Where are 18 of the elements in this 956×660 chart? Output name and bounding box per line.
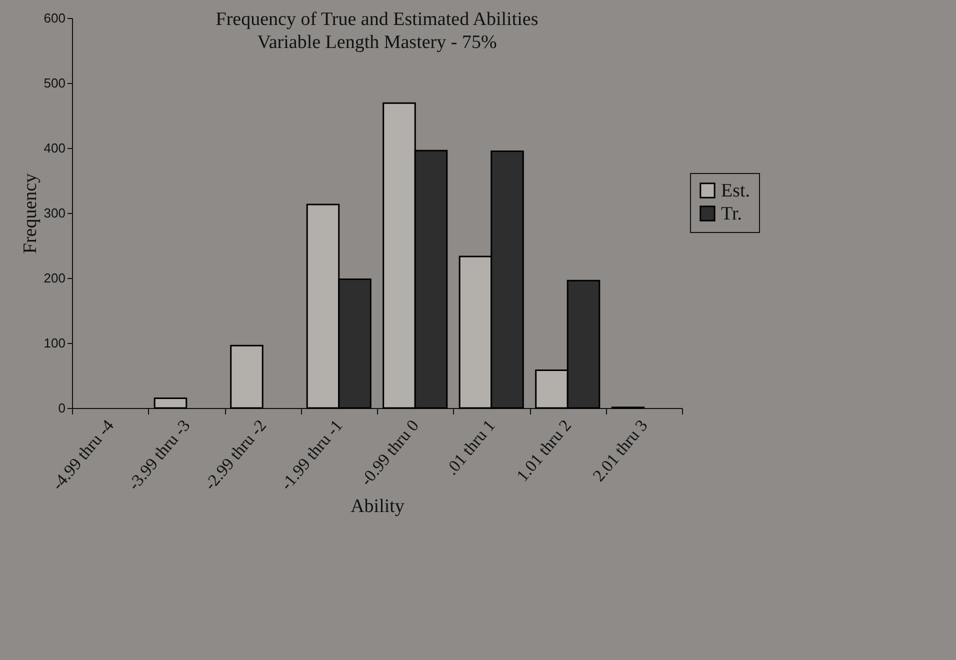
x-tick-label: 1.01 thru 2 — [512, 416, 576, 486]
text: Variable Length Mastery - 75% — [257, 32, 497, 53]
x-tick-label: .01 thru 1 — [442, 416, 499, 479]
x-axis-title: Ability — [350, 496, 405, 518]
y-tick-label: 0 — [58, 400, 66, 416]
bar — [230, 344, 264, 409]
y-axis-title: Frequency — [20, 172, 41, 254]
legend-label: Tr. — [721, 204, 742, 224]
bar — [154, 398, 188, 409]
y-tick-label: 600 — [44, 10, 66, 26]
y-tick-label: 400 — [44, 140, 66, 156]
legend-label: Est. — [721, 180, 750, 202]
x-tick-label: 2.01 thru 3 — [589, 416, 652, 486]
chart-title: Frequency of True and Estimated Abilities — [216, 9, 538, 30]
y-tick-label: 300 — [44, 206, 66, 220]
y-tick-label: 200 — [44, 270, 66, 286]
y-tick-label: 100 — [44, 336, 66, 350]
y-tick-label: 500 — [44, 76, 66, 90]
